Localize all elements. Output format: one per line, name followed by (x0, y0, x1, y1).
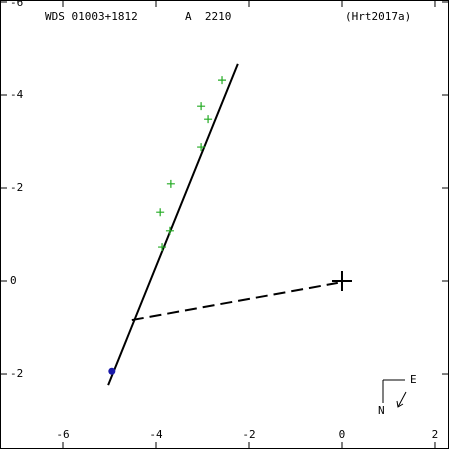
reference: (Hrt2017a) (345, 10, 411, 23)
orbit-line (107, 63, 239, 386)
observation (165, 226, 174, 235)
compass-east: E (410, 373, 417, 386)
y-tick-label: -2 (10, 367, 23, 380)
wds-id: WDS 01003+1812 (45, 10, 138, 23)
compass: E N (378, 373, 417, 417)
y-tick-label: -4 (10, 88, 24, 101)
observation (156, 208, 165, 217)
separation-line (131, 281, 338, 322)
observation (197, 102, 206, 111)
x-tick-label: -6 (56, 428, 69, 441)
compass-arrowhead (396, 400, 404, 408)
observation (166, 179, 175, 188)
compass-arrow (397, 391, 407, 408)
x-tick-label: 2 (432, 428, 439, 441)
y-tick-label: 0 (10, 274, 17, 287)
y-tick-label: -2 (10, 181, 23, 194)
observation (197, 143, 206, 152)
observation (218, 76, 227, 85)
x-tick-label: -2 (242, 428, 255, 441)
compass-north: N (378, 404, 385, 417)
observation (158, 243, 167, 252)
discoverer: A 2210 (185, 10, 231, 23)
x-tick-label: 0 (339, 428, 346, 441)
current-position (108, 367, 116, 375)
primary-star (331, 271, 352, 292)
x-tick-label: -4 (149, 428, 163, 441)
observation (204, 115, 213, 124)
y-tick-label: -6 (10, 0, 23, 9)
